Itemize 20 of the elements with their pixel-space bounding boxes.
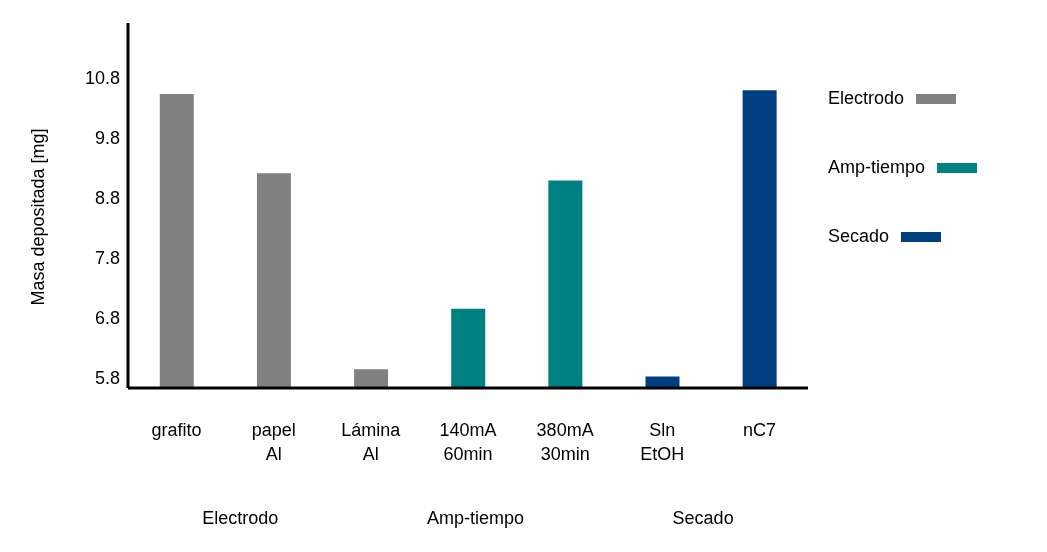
text: Electrodo	[202, 508, 279, 529]
x-tick-label: Lámina Al	[341, 420, 402, 464]
x-tick-label: papel Al	[251, 420, 296, 464]
y-axis-title: Masa depositada [mg]	[28, 128, 49, 306]
y-tick-label: 10.8	[84, 67, 120, 88]
legend-label: Secado	[828, 226, 890, 247]
x-tick-label: nC7	[742, 420, 776, 440]
y-tick-label: 6.8	[94, 308, 120, 329]
x-tick-label: 140mA 60min	[439, 420, 497, 464]
y-tick-label: 7.8	[94, 247, 120, 268]
x-tick-label: 380mA 30min	[536, 420, 594, 464]
x-tick-label: grafito	[151, 420, 202, 440]
legend-label: Amp-tiempo	[828, 157, 926, 178]
x-tick-label: Sln EtOH	[640, 420, 685, 464]
y-tick-label: 9.8	[94, 127, 120, 148]
text: Secado	[672, 508, 734, 529]
y-tick-label: 8.8	[94, 187, 120, 208]
y-tick-label: 5.8	[94, 368, 120, 389]
legend-label: Electrodo	[828, 88, 905, 109]
text: Amp-tiempo	[426, 508, 524, 529]
